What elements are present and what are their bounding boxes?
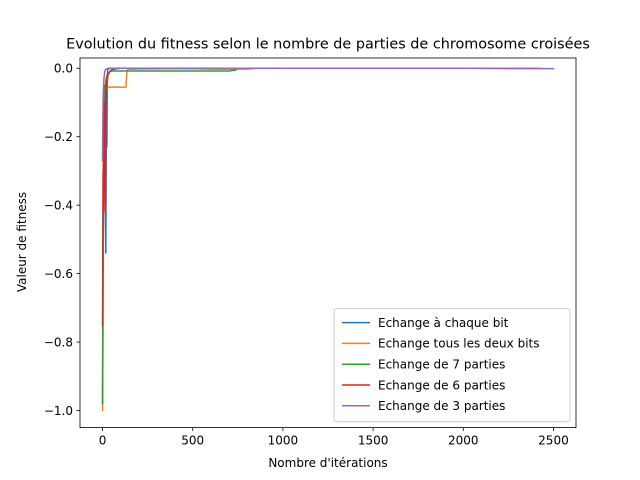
legend-label: Echange à chaque bit xyxy=(378,316,509,330)
legend: Echange à chaque bit Echange tous les deu… xyxy=(333,308,571,423)
series-line-4 xyxy=(101,67,131,326)
y-tick-label: −1.0 xyxy=(44,404,73,418)
y-axis-ticks: 0.0 −0.2 −0.4 −0.6 −0.8 −1.0 xyxy=(44,62,80,418)
legend-label: Echange de 3 parties xyxy=(378,399,505,413)
axes-frame xyxy=(79,57,577,429)
chart-title: Evolution du fitness selon le nombre de … xyxy=(66,37,590,53)
plot-area xyxy=(101,67,555,412)
x-tick-label: 2500 xyxy=(538,434,569,448)
y-tick-label: −0.6 xyxy=(44,267,73,281)
y-tick-label: −0.4 xyxy=(44,198,73,212)
legend-box xyxy=(333,308,571,423)
y-tick-label: −0.8 xyxy=(44,335,73,349)
x-tick-label: 1000 xyxy=(268,434,299,448)
y-tick-label: 0.0 xyxy=(54,62,73,76)
x-tick-label: 0 xyxy=(99,434,107,448)
x-tick-label: 2000 xyxy=(448,434,479,448)
y-tick-label: −0.2 xyxy=(44,130,73,144)
legend-label: Echange de 7 parties xyxy=(378,358,505,372)
x-axis-label: Nombre d'itérations xyxy=(268,456,387,470)
legend-label: Echange tous les deux bits xyxy=(378,337,540,351)
y-axis-label: Valeur de fitness xyxy=(15,192,29,292)
x-tick-label: 1500 xyxy=(358,434,389,448)
x-tick-label: 500 xyxy=(181,434,204,448)
legend-label: Echange de 6 parties xyxy=(378,378,505,392)
series-line-5 xyxy=(101,67,555,162)
x-axis-ticks: 0 500 1000 1500 2000 2500 xyxy=(99,427,569,448)
series-line-3 xyxy=(101,69,237,405)
